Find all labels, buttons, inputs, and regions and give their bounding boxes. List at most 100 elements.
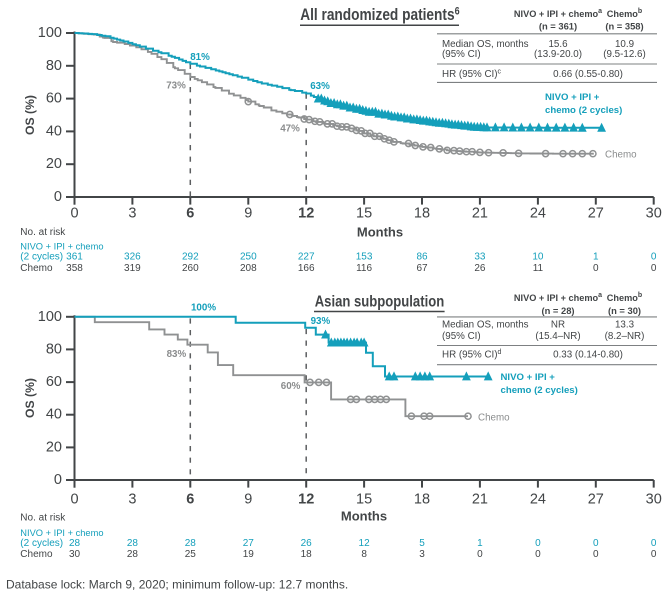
svg-text:3: 3: [128, 491, 136, 507]
svg-text:86: 86: [416, 252, 428, 263]
svg-text:26: 26: [301, 538, 313, 549]
svg-text:6: 6: [186, 206, 194, 222]
svg-text:100: 100: [38, 309, 62, 325]
svg-text:1: 1: [593, 252, 599, 263]
svg-text:(95% CI): (95% CI): [442, 49, 481, 60]
svg-text:0: 0: [70, 491, 78, 507]
svg-text:HR (95% CI)c: HR (95% CI)c: [442, 68, 502, 80]
svg-text:30: 30: [69, 549, 81, 560]
svg-text:OS (%): OS (%): [23, 95, 37, 135]
svg-text:1: 1: [477, 538, 483, 549]
svg-text:chemo (2 cycles): chemo (2 cycles): [501, 385, 578, 396]
svg-text:116: 116: [356, 263, 372, 274]
svg-text:NIVO + IPI + chemo: NIVO + IPI + chemo: [20, 528, 103, 538]
svg-text:NIVO + IPI + chemoa: NIVO + IPI + chemoa: [514, 8, 602, 20]
svg-text:27: 27: [588, 491, 604, 507]
svg-text:153: 153: [356, 252, 373, 263]
svg-text:3: 3: [128, 206, 136, 222]
svg-text:21: 21: [472, 206, 488, 222]
svg-text:40: 40: [46, 123, 62, 139]
svg-text:361: 361: [66, 252, 83, 263]
svg-text:100%: 100%: [191, 303, 216, 314]
svg-text:81%: 81%: [190, 52, 210, 63]
svg-text:Chemo: Chemo: [478, 413, 510, 424]
svg-text:292: 292: [182, 252, 199, 263]
svg-text:12: 12: [298, 491, 314, 507]
svg-text:3: 3: [419, 549, 425, 560]
svg-text:(n = 28): (n = 28): [541, 305, 574, 316]
svg-text:Median OS, months: Median OS, months: [442, 320, 529, 331]
svg-text:(n = 358): (n = 358): [605, 20, 643, 31]
svg-text:Database lock: March 9, 2020;: Database lock: March 9, 2020; minimum fo…: [6, 578, 348, 592]
svg-text:25: 25: [185, 549, 197, 560]
svg-text:33: 33: [474, 252, 486, 263]
svg-text:(8.2–NR): (8.2–NR): [605, 331, 645, 342]
svg-text:11: 11: [533, 263, 544, 274]
svg-text:0: 0: [535, 538, 541, 549]
svg-text:NIVO + IPI +: NIVO + IPI +: [545, 92, 600, 103]
svg-text:NR: NR: [551, 320, 565, 331]
svg-text:13.3: 13.3: [615, 320, 635, 331]
svg-text:(2 cycles): (2 cycles): [20, 252, 63, 263]
svg-text:0: 0: [651, 549, 657, 560]
svg-text:Months: Months: [341, 509, 387, 524]
svg-text:260: 260: [182, 263, 199, 274]
svg-text:40: 40: [46, 407, 62, 423]
svg-text:Chemo: Chemo: [20, 549, 53, 560]
svg-text:30: 30: [646, 206, 662, 222]
svg-text:12: 12: [298, 206, 314, 222]
svg-text:9: 9: [244, 491, 252, 507]
svg-text:166: 166: [298, 263, 315, 274]
svg-text:24: 24: [530, 206, 546, 222]
svg-text:HR (95% CI)d: HR (95% CI)d: [442, 349, 502, 361]
svg-text:18: 18: [414, 206, 430, 222]
svg-text:No. at risk: No. at risk: [20, 227, 66, 238]
svg-text:Chemob: Chemob: [607, 8, 642, 20]
svg-text:(n = 361): (n = 361): [539, 20, 577, 31]
svg-text:0: 0: [477, 549, 483, 560]
svg-text:0: 0: [651, 252, 657, 263]
svg-text:9: 9: [244, 206, 252, 222]
svg-text:0.33 (0.14-0.80): 0.33 (0.14-0.80): [553, 350, 623, 361]
svg-text:26: 26: [474, 263, 486, 274]
svg-text:Chemo: Chemo: [20, 263, 53, 274]
svg-text:NIVO + IPI + chemo: NIVO + IPI + chemo: [20, 242, 103, 252]
svg-text:47%: 47%: [280, 124, 300, 135]
svg-text:0.66 (0.55-0.80): 0.66 (0.55-0.80): [553, 69, 623, 80]
svg-text:0: 0: [54, 472, 62, 488]
svg-text:27: 27: [243, 538, 255, 549]
svg-text:NIVO + IPI +: NIVO + IPI +: [501, 372, 556, 383]
svg-text:(13.9-20.0): (13.9-20.0): [534, 49, 582, 60]
svg-text:No. at risk: No. at risk: [20, 513, 66, 524]
svg-text:(2 cycles): (2 cycles): [20, 538, 63, 549]
svg-text:All randomized patients6: All randomized patients6: [300, 6, 460, 25]
svg-text:28: 28: [127, 549, 139, 560]
svg-text:18: 18: [301, 549, 313, 560]
svg-text:0: 0: [593, 549, 599, 560]
svg-text:250: 250: [240, 252, 257, 263]
svg-text:27: 27: [588, 206, 604, 222]
svg-text:83%: 83%: [167, 349, 187, 360]
svg-text:319: 319: [124, 263, 141, 274]
svg-text:20: 20: [46, 439, 62, 455]
svg-text:(n = 30): (n = 30): [608, 305, 641, 316]
svg-text:326: 326: [124, 252, 141, 263]
svg-text:358: 358: [66, 263, 83, 274]
svg-text:100: 100: [38, 25, 62, 41]
svg-text:60: 60: [46, 91, 62, 107]
svg-text:80: 80: [46, 341, 62, 357]
svg-text:10: 10: [532, 252, 544, 263]
svg-text:12: 12: [359, 538, 371, 549]
svg-text:93%: 93%: [311, 316, 331, 327]
svg-text:6: 6: [186, 491, 194, 507]
svg-text:20: 20: [46, 156, 62, 172]
svg-text:0: 0: [651, 263, 657, 274]
svg-text:0: 0: [651, 538, 657, 549]
svg-text:67: 67: [416, 263, 428, 274]
svg-text:30: 30: [646, 491, 662, 507]
svg-text:19: 19: [243, 549, 255, 560]
svg-text:21: 21: [472, 491, 488, 507]
svg-text:0: 0: [593, 538, 599, 549]
svg-text:OS (%): OS (%): [23, 378, 37, 418]
svg-text:Months: Months: [357, 225, 403, 240]
